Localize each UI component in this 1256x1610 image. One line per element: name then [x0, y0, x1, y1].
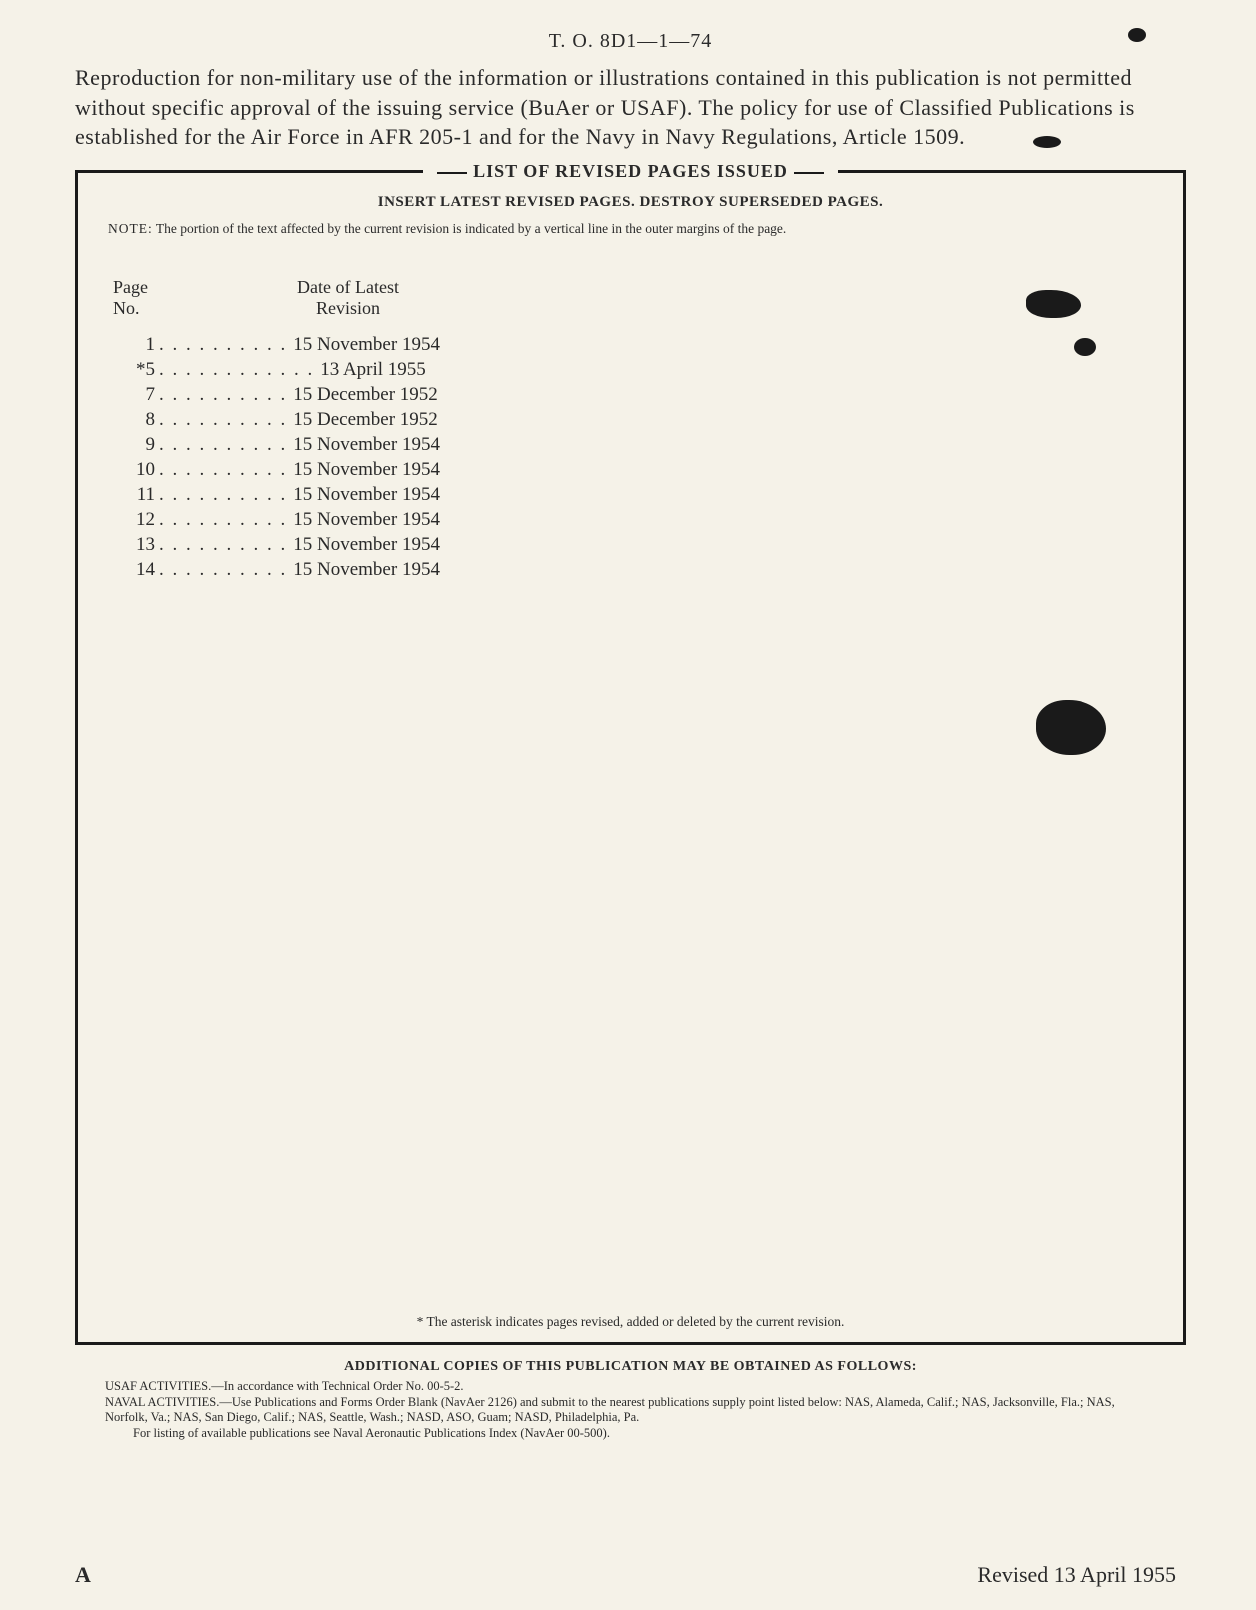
- col-head-date: Date of Latest Revision: [223, 277, 473, 319]
- revision-rows: 1. . . . . . . . . .15 November 1954 *5.…: [113, 334, 1153, 581]
- revised-stamp: Revised 13 April 1955: [977, 1562, 1176, 1588]
- leader-dots: . . . . . . . . . .: [155, 534, 291, 556]
- scan-blot: [1128, 28, 1146, 42]
- revision-row: 9. . . . . . . . . .15 November 1954: [113, 434, 1153, 456]
- box-subhead: INSERT LATEST REVISED PAGES. DESTROY SUP…: [108, 194, 1153, 211]
- revision-box-wrap: LIST OF REVISED PAGES ISSUED INSERT LATE…: [75, 170, 1186, 1345]
- asterisk-note: * The asterisk indicates pages revised, …: [78, 1314, 1183, 1330]
- col-head-page-l1: Page: [113, 277, 223, 298]
- page-no: 8: [113, 409, 155, 431]
- leader-dots: . . . . . . . . . .: [155, 459, 291, 481]
- revision-row: 8. . . . . . . . . .15 December 1952: [113, 409, 1153, 431]
- revision-date: 15 December 1952: [291, 384, 438, 406]
- box-title-wrap: LIST OF REVISED PAGES ISSUED: [108, 161, 1153, 182]
- page-no: 13: [113, 534, 155, 556]
- revision-date: 15 November 1954: [291, 434, 440, 456]
- revision-table: Page No. Date of Latest Revision 1. . . …: [113, 277, 1153, 581]
- revision-row: 13. . . . . . . . . .15 November 1954: [113, 534, 1153, 556]
- footer-listing: For listing of available publications se…: [105, 1426, 1156, 1442]
- page-no: 7: [113, 384, 155, 406]
- revision-box: LIST OF REVISED PAGES ISSUED INSERT LATE…: [75, 170, 1186, 1345]
- intro-paragraph: Reproduction for non-military use of the…: [75, 63, 1186, 152]
- footer-naval-label: NAVAL ACTIVITIES.—: [105, 1395, 232, 1409]
- page-no: 12: [113, 509, 155, 531]
- revision-date: 15 November 1954: [291, 334, 440, 356]
- revision-row: *5. . . . . . . . . . . .13 April 1955: [113, 359, 1153, 381]
- scan-blot: [1074, 338, 1096, 356]
- scan-blot: [1036, 700, 1106, 755]
- footer-usaf-label: USAF ACTIVITIES.—: [105, 1379, 224, 1393]
- footer-body: USAF ACTIVITIES.—In accordance with Tech…: [75, 1379, 1186, 1442]
- revision-row: 12. . . . . . . . . .15 November 1954: [113, 509, 1153, 531]
- col-head-page: Page No.: [113, 277, 223, 319]
- revision-row: 7. . . . . . . . . .15 December 1952: [113, 384, 1153, 406]
- note-label: NOTE:: [108, 221, 153, 236]
- leader-dots: . . . . . . . . . .: [155, 384, 291, 406]
- page-no: 11: [113, 484, 155, 506]
- page-no: 10: [113, 459, 155, 481]
- note-text: The portion of the text affected by the …: [156, 221, 786, 236]
- leader-dots: . . . . . . . . . .: [155, 434, 291, 456]
- box-title: LIST OF REVISED PAGES ISSUED: [423, 161, 838, 182]
- footer-naval-line: NAVAL ACTIVITIES.—Use Publications and F…: [105, 1395, 1156, 1426]
- col-head-date-l1: Date of Latest: [223, 277, 473, 298]
- scan-blot: [1033, 136, 1061, 148]
- footer-head: ADDITIONAL COPIES OF THIS PUBLICATION MA…: [75, 1359, 1186, 1375]
- revision-date: 13 April 1955: [318, 359, 426, 381]
- leader-dots: . . . . . . . . . .: [155, 409, 291, 431]
- page-no: *5: [113, 359, 155, 381]
- leader-dots: . . . . . . . . . .: [155, 559, 291, 581]
- page-letter: A: [75, 1562, 91, 1588]
- revision-date: 15 November 1954: [291, 484, 440, 506]
- revision-row: 1. . . . . . . . . .15 November 1954: [113, 334, 1153, 356]
- footer-usaf-text: In accordance with Technical Order No. 0…: [224, 1379, 464, 1393]
- footer: ADDITIONAL COPIES OF THIS PUBLICATION MA…: [75, 1359, 1186, 1442]
- page-no: 14: [113, 559, 155, 581]
- leader-dots: . . . . . . . . . .: [155, 334, 291, 356]
- leader-dots: . . . . . . . . . . . .: [155, 359, 318, 381]
- page-no: 9: [113, 434, 155, 456]
- leader-dots: . . . . . . . . . .: [155, 509, 291, 531]
- revision-row: 14. . . . . . . . . .15 November 1954: [113, 559, 1153, 581]
- footer-naval-text: Use Publications and Forms Order Blank (…: [105, 1395, 1115, 1425]
- revision-date: 15 December 1952: [291, 409, 438, 431]
- col-head-date-l2: Revision: [223, 298, 473, 319]
- leader-dots: . . . . . . . . . .: [155, 484, 291, 506]
- document-id: T. O. 8D1—1—74: [75, 30, 1186, 53]
- scan-blot: [1026, 290, 1081, 318]
- revision-row: 10. . . . . . . . . .15 November 1954: [113, 459, 1153, 481]
- page-no: 1: [113, 334, 155, 356]
- footer-usaf-line: USAF ACTIVITIES.—In accordance with Tech…: [105, 1379, 1156, 1395]
- revision-row: 11. . . . . . . . . .15 November 1954: [113, 484, 1153, 506]
- revision-date: 15 November 1954: [291, 559, 440, 581]
- revision-date: 15 November 1954: [291, 534, 440, 556]
- note-line: NOTE: The portion of the text affected b…: [108, 221, 1153, 237]
- revision-date: 15 November 1954: [291, 459, 440, 481]
- col-head-page-l2: No.: [113, 298, 223, 319]
- revision-date: 15 November 1954: [291, 509, 440, 531]
- column-heads: Page No. Date of Latest Revision: [113, 277, 1153, 319]
